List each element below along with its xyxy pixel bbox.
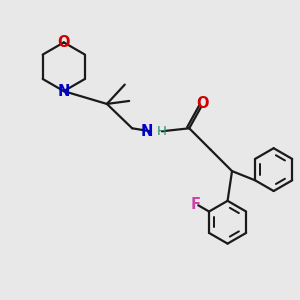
Text: F: F <box>190 197 200 212</box>
Text: O: O <box>58 35 70 50</box>
Text: N: N <box>141 124 153 139</box>
Text: N: N <box>58 84 70 99</box>
Text: O: O <box>196 96 209 111</box>
Text: H: H <box>157 125 166 138</box>
